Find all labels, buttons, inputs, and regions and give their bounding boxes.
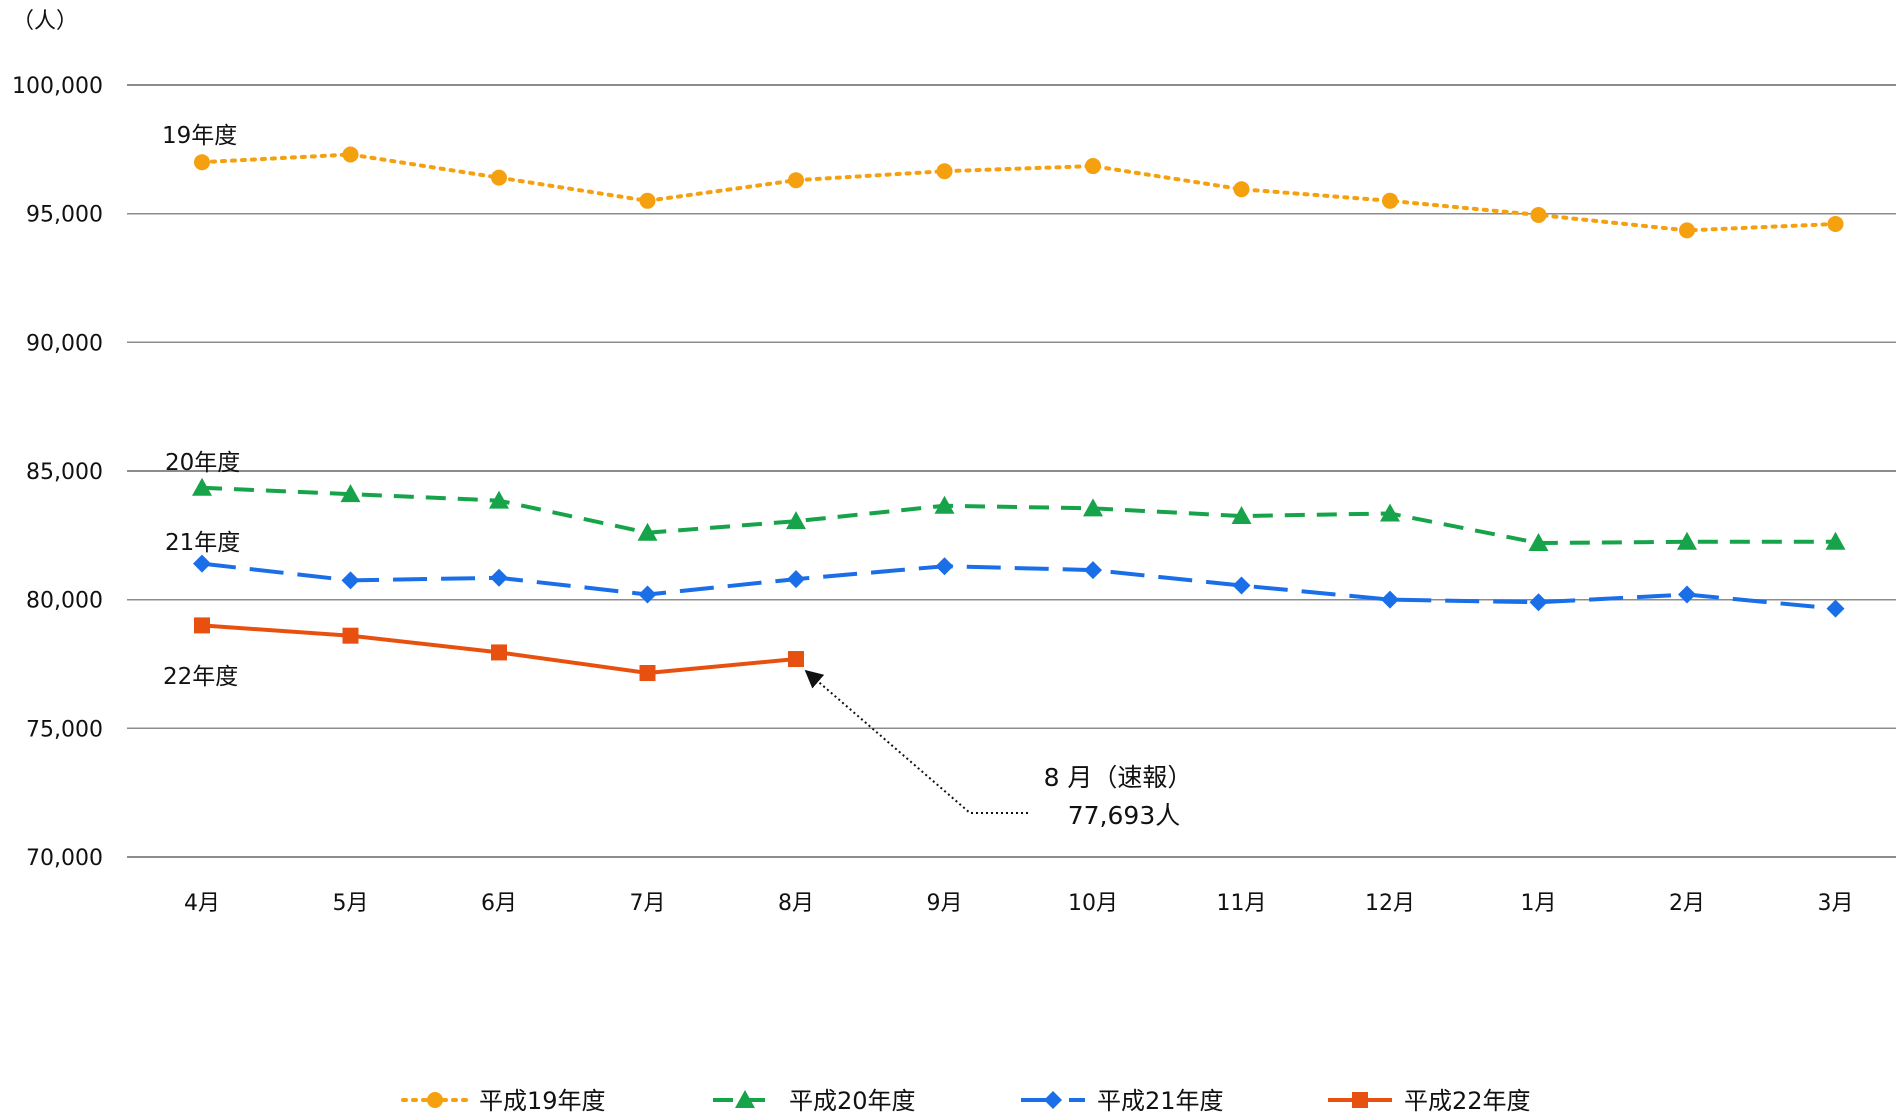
data-point: [1382, 192, 1398, 209]
series-labels: 19年度 20年度 21年度 22年度: [162, 123, 240, 690]
data-point: [194, 154, 210, 171]
annotation-leader-line: [804, 669, 1028, 814]
x-tick-label: 1月: [1521, 891, 1557, 916]
data-point: [1232, 576, 1251, 595]
data-point: [1679, 222, 1695, 239]
y-tick-label: 70,000: [26, 846, 103, 871]
series-4: [194, 617, 804, 682]
data-point: [1528, 533, 1549, 552]
data-point: [788, 172, 804, 189]
data-point: [786, 511, 806, 530]
y-tick-label: 80,000: [26, 589, 103, 614]
data-point: [638, 585, 657, 604]
axes: （人） 70,000 75,000 80,000 85,000 90,000 95,000…: [12, 9, 1854, 916]
series-2: [192, 477, 1846, 552]
legend-item: 平成22年度: [1328, 1087, 1531, 1115]
x-tick-label: 9月: [927, 891, 963, 916]
x-tick-label: 3月: [1818, 891, 1854, 916]
series-label: 21年度: [165, 530, 240, 556]
series-line: [201, 561, 1836, 611]
data-point: [491, 169, 507, 186]
legend-item: 平成20年度: [713, 1087, 916, 1115]
legend-item: 平成21年度: [1021, 1087, 1224, 1115]
annotation-value: 77,693人: [1068, 801, 1180, 830]
y-tick-label: 75,000: [26, 717, 103, 742]
x-tick-label: 6月: [481, 891, 517, 916]
series-line: [201, 485, 1836, 546]
y-tick-label: 85,000: [26, 460, 103, 485]
data-point: [1381, 590, 1399, 609]
x-tick-label: 10月: [1068, 891, 1118, 916]
x-tick-label: 7月: [630, 891, 666, 916]
data-point: [1678, 585, 1696, 604]
series-line: [200, 152, 1838, 233]
data-point: [490, 568, 508, 587]
data-point: [1380, 503, 1400, 522]
legend-item: 平成19年度: [401, 1087, 606, 1115]
y-tick-label: 90,000: [26, 331, 103, 356]
y-axis-unit-label: （人）: [12, 9, 78, 34]
data-point: [1233, 181, 1250, 198]
data-point: [340, 484, 361, 503]
data-point: [1825, 531, 1846, 550]
data-point: [342, 146, 359, 163]
data-point: [788, 651, 804, 668]
y-tick-label: 100,000: [12, 74, 103, 99]
series-label: 19年度: [162, 123, 237, 149]
data-point: [936, 163, 953, 180]
x-tick-label: 2月: [1669, 891, 1705, 916]
data-point: [787, 570, 805, 589]
legend-marker: [427, 1092, 443, 1108]
x-tick-label: 5月: [333, 891, 369, 916]
x-tick-label: 11月: [1217, 891, 1267, 916]
legend-label: 平成20年度: [789, 1087, 916, 1115]
x-tick-label: 12月: [1365, 891, 1415, 916]
data-point: [489, 490, 509, 509]
legend-marker: [1044, 1091, 1062, 1109]
data-point: [1085, 158, 1101, 175]
series-label: 20年度: [165, 450, 240, 476]
series-1: [194, 146, 1844, 239]
data-point: [342, 627, 359, 644]
data-point: [1827, 215, 1844, 232]
legend: 平成19年度 平成20年度 平成21年度 平成22年度: [401, 1087, 1531, 1115]
legend-label: 平成22年度: [1404, 1087, 1531, 1115]
data-point: [637, 522, 658, 541]
data-point: [935, 557, 954, 576]
data-point: [1083, 498, 1103, 517]
data-point: [491, 644, 507, 661]
series-lines: [192, 146, 1846, 682]
data-point: [1530, 206, 1547, 223]
data-point: [341, 571, 360, 590]
series-label: 22年度: [163, 664, 238, 690]
data-point: [192, 477, 212, 496]
data-point: [194, 617, 210, 634]
legend-marker: [1352, 1092, 1368, 1108]
data-point: [193, 554, 211, 573]
data-point: [1677, 531, 1697, 550]
data-point: [1084, 561, 1102, 580]
x-tick-label: 8月: [778, 891, 814, 916]
data-point: [1529, 593, 1548, 612]
series-3: [193, 554, 1845, 618]
data-point: [1231, 506, 1252, 525]
annotation-title: 8 月（速報）: [1044, 763, 1193, 792]
legend-label: 平成19年度: [479, 1087, 606, 1115]
gridlines: [127, 84, 1896, 858]
x-tick-label: 4月: [184, 891, 220, 916]
data-point: [639, 665, 656, 682]
data-point: [1826, 599, 1845, 618]
legend-marker: [735, 1090, 755, 1108]
data-point: [934, 495, 955, 514]
data-point: [639, 192, 656, 209]
y-tick-label: 95,000: [26, 203, 103, 228]
annotation: 8 月（速報） 77,693人: [804, 669, 1193, 830]
legend-label: 平成21年度: [1097, 1087, 1224, 1115]
